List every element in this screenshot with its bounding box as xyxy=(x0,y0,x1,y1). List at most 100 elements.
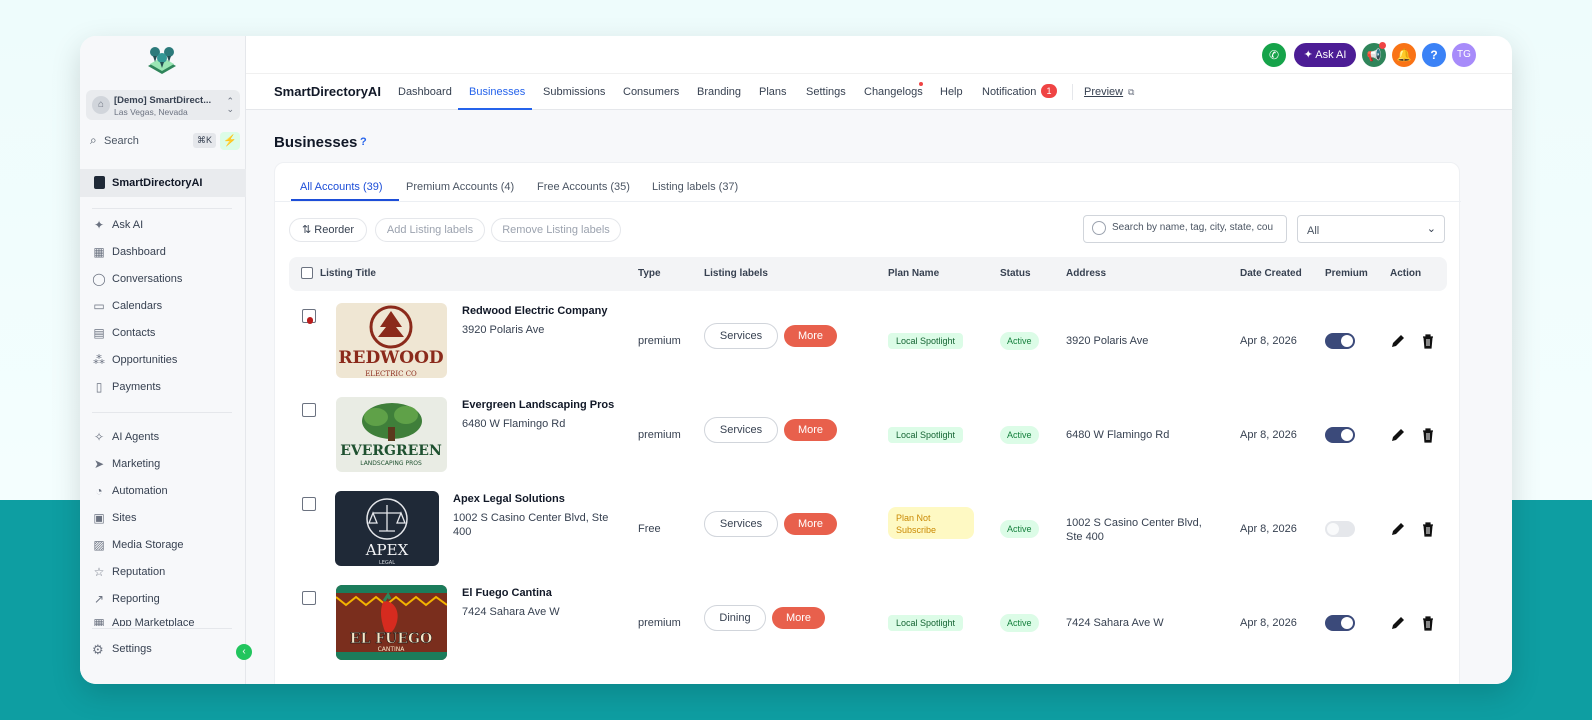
table-row[interactable]: APEX LEGAL Apex Legal Solutions 1002 S C… xyxy=(289,483,1447,577)
listing-label-chip[interactable]: Services xyxy=(704,417,778,443)
premium-toggle[interactable] xyxy=(1325,427,1355,443)
add-listing-labels-button[interactable]: Add Listing labels xyxy=(375,218,485,242)
status-badge: Active xyxy=(1000,614,1039,632)
row-checkbox[interactable] xyxy=(302,591,316,605)
app-logo[interactable] xyxy=(144,44,180,80)
filter-select[interactable]: All ⌄ xyxy=(1297,215,1445,243)
more-labels-button[interactable]: More xyxy=(784,325,837,347)
row-checkbox[interactable] xyxy=(302,403,316,417)
listing-name[interactable]: Evergreen Landscaping Pros xyxy=(462,399,615,411)
sidebar-item-reputation[interactable]: ☆ Reputation xyxy=(80,563,246,583)
sidebar-item-marketing[interactable]: ➤ Marketing xyxy=(80,455,246,475)
sidebar-item-opportunities[interactable]: ⁂ Opportunities xyxy=(80,351,246,371)
premium-toggle[interactable] xyxy=(1325,615,1355,631)
nav-changelogs[interactable]: Changelogs xyxy=(864,86,923,98)
chat-icon: ◯ xyxy=(92,272,106,286)
logo-subtext: LEGAL xyxy=(379,560,395,566)
sidebar-item-calendars[interactable]: ▭ Calendars xyxy=(80,297,246,317)
row-checkbox[interactable] xyxy=(302,497,316,511)
nav-preview[interactable]: Preview xyxy=(1084,86,1124,98)
sidebar-item-ai-agents[interactable]: ✧ AI Agents xyxy=(80,428,246,448)
edit-pencil-icon[interactable] xyxy=(1390,333,1406,349)
nav-plans[interactable]: Plans xyxy=(759,86,787,98)
premium-toggle[interactable] xyxy=(1325,333,1355,349)
sidebar-item-sites[interactable]: ▣ Sites xyxy=(80,509,246,529)
sidebar-item-smartdirectoryai[interactable]: SmartDirectoryAI xyxy=(80,169,246,197)
delete-trash-icon[interactable] xyxy=(1420,615,1436,631)
edit-pencil-icon[interactable] xyxy=(1390,521,1406,537)
page-help-icon[interactable]: ? xyxy=(360,136,367,148)
nav-help[interactable]: Help xyxy=(940,86,963,98)
edit-pencil-icon[interactable] xyxy=(1390,615,1406,631)
sidebar-divider xyxy=(92,412,232,413)
collapse-sidebar-icon[interactable]: ‹ xyxy=(236,644,252,660)
sidebar-item-reporting[interactable]: ↗ Reporting xyxy=(80,590,246,610)
user-avatar[interactable]: TG xyxy=(1452,43,1476,67)
sidebar-item-label: Dashboard xyxy=(112,246,166,258)
phone-icon[interactable]: ✆ xyxy=(1262,43,1286,67)
listing-name[interactable]: Apex Legal Solutions xyxy=(453,493,565,505)
sidebar-item-label: Opportunities xyxy=(112,354,178,366)
listing-name[interactable]: Redwood Electric Company xyxy=(462,305,608,317)
more-labels-button[interactable]: More xyxy=(772,607,825,629)
listing-label-chip[interactable]: Services xyxy=(704,323,778,349)
bell-icon[interactable]: 🔔 xyxy=(1392,43,1416,67)
sidebar-item-dashboard[interactable]: ▦ Dashboard xyxy=(80,243,246,263)
table-row[interactable]: REDWOOD ELECTRIC CO Redwood Electric Com… xyxy=(289,295,1447,389)
listing-label-chip[interactable]: Dining xyxy=(704,605,766,631)
listing-logo-evergreen: EVERGREEN LANDSCAPING PROS xyxy=(336,397,447,472)
sidebar-item-payments[interactable]: ▯ Payments xyxy=(80,378,246,398)
more-labels-button[interactable]: More xyxy=(784,419,837,441)
tab-listing-labels[interactable]: Listing labels (37) xyxy=(652,181,739,193)
nav-consumers[interactable]: Consumers xyxy=(623,86,680,98)
marketplace-icon: ▦ xyxy=(93,616,105,626)
nav-businesses[interactable]: Businesses xyxy=(469,86,526,98)
listing-label-chip[interactable]: Services xyxy=(704,511,778,537)
sidebar-item-label: Contacts xyxy=(112,327,156,339)
account-switcher[interactable]: ⌂ [Demo] SmartDirect... Las Vegas, Nevad… xyxy=(86,90,240,120)
listing-logo-redwood: REDWOOD ELECTRIC CO xyxy=(336,303,447,378)
premium-toggle[interactable] xyxy=(1325,521,1355,537)
quick-action-bolt-icon[interactable]: ⚡ xyxy=(220,132,240,150)
delete-trash-icon[interactable] xyxy=(1420,333,1436,349)
table-row[interactable]: EVERGREEN LANDSCAPING PROS Evergreen Lan… xyxy=(289,389,1447,483)
nav-settings[interactable]: Settings xyxy=(806,86,846,98)
more-labels-button[interactable]: More xyxy=(784,513,837,535)
help-icon[interactable]: ? xyxy=(1422,43,1446,67)
delete-trash-icon[interactable] xyxy=(1420,521,1436,537)
remove-listing-labels-button[interactable]: Remove Listing labels xyxy=(491,218,621,242)
ask-ai-button[interactable]: ✦ Ask AI xyxy=(1294,43,1356,67)
sidebar-item-automation[interactable]: ◔ Automation xyxy=(80,482,246,502)
select-all-checkbox[interactable] xyxy=(301,267,313,279)
external-link-icon[interactable]: ⧉ xyxy=(1128,87,1135,97)
megaphone-alert-dot xyxy=(1379,42,1386,49)
tab-premium-accounts[interactable]: Premium Accounts (4) xyxy=(406,181,515,193)
reorder-button[interactable]: ⇅ Reorder xyxy=(289,218,367,242)
nav-submissions[interactable]: Submissions xyxy=(543,86,606,98)
sidebar-item-settings[interactable]: ⚙ Settings xyxy=(80,640,246,660)
sidebar-search[interactable]: ⌕ Search ⌘K xyxy=(88,132,216,150)
cursor-pointer-icon xyxy=(307,317,313,324)
business-search-input[interactable] xyxy=(1112,222,1282,233)
nav-notification[interactable]: Notification xyxy=(982,86,1037,98)
sidebar-item-label: Calendars xyxy=(112,300,163,312)
sidebar-item-ask-ai[interactable]: ✦ Ask AI xyxy=(80,216,246,236)
sidebar-item-conversations[interactable]: ◯ Conversations xyxy=(80,270,246,290)
listing-type: premium xyxy=(638,335,681,347)
tab-free-accounts[interactable]: Free Accounts (35) xyxy=(537,181,630,193)
chevron-updown-icon: ⌃ ⌄ xyxy=(226,96,234,114)
nav-dashboard[interactable]: Dashboard xyxy=(398,86,452,98)
nav-branding[interactable]: Branding xyxy=(697,86,742,98)
sidebar-item-contacts[interactable]: ▤ Contacts xyxy=(80,324,246,344)
delete-trash-icon[interactable] xyxy=(1420,427,1436,443)
tab-all-accounts[interactable]: All Accounts (39) xyxy=(300,181,383,193)
ai-agents-icon: ✧ xyxy=(93,430,105,444)
listing-name[interactable]: El Fuego Cantina xyxy=(462,587,552,599)
listing-address: 7424 Sahara Ave W xyxy=(462,606,560,618)
table-header: Listing Title Type Listing labels Plan N… xyxy=(289,257,1447,291)
table-row[interactable]: EL FUEGO CANTINA El Fuego Cantina 7424 S… xyxy=(289,577,1447,671)
sidebar-item-app-marketplace[interactable]: ▦ App Marketplace xyxy=(80,614,246,626)
chevron-down-icon: ⌄ xyxy=(1426,223,1436,235)
edit-pencil-icon[interactable] xyxy=(1390,427,1406,443)
sidebar-item-media-storage[interactable]: ▨ Media Storage xyxy=(80,536,246,556)
